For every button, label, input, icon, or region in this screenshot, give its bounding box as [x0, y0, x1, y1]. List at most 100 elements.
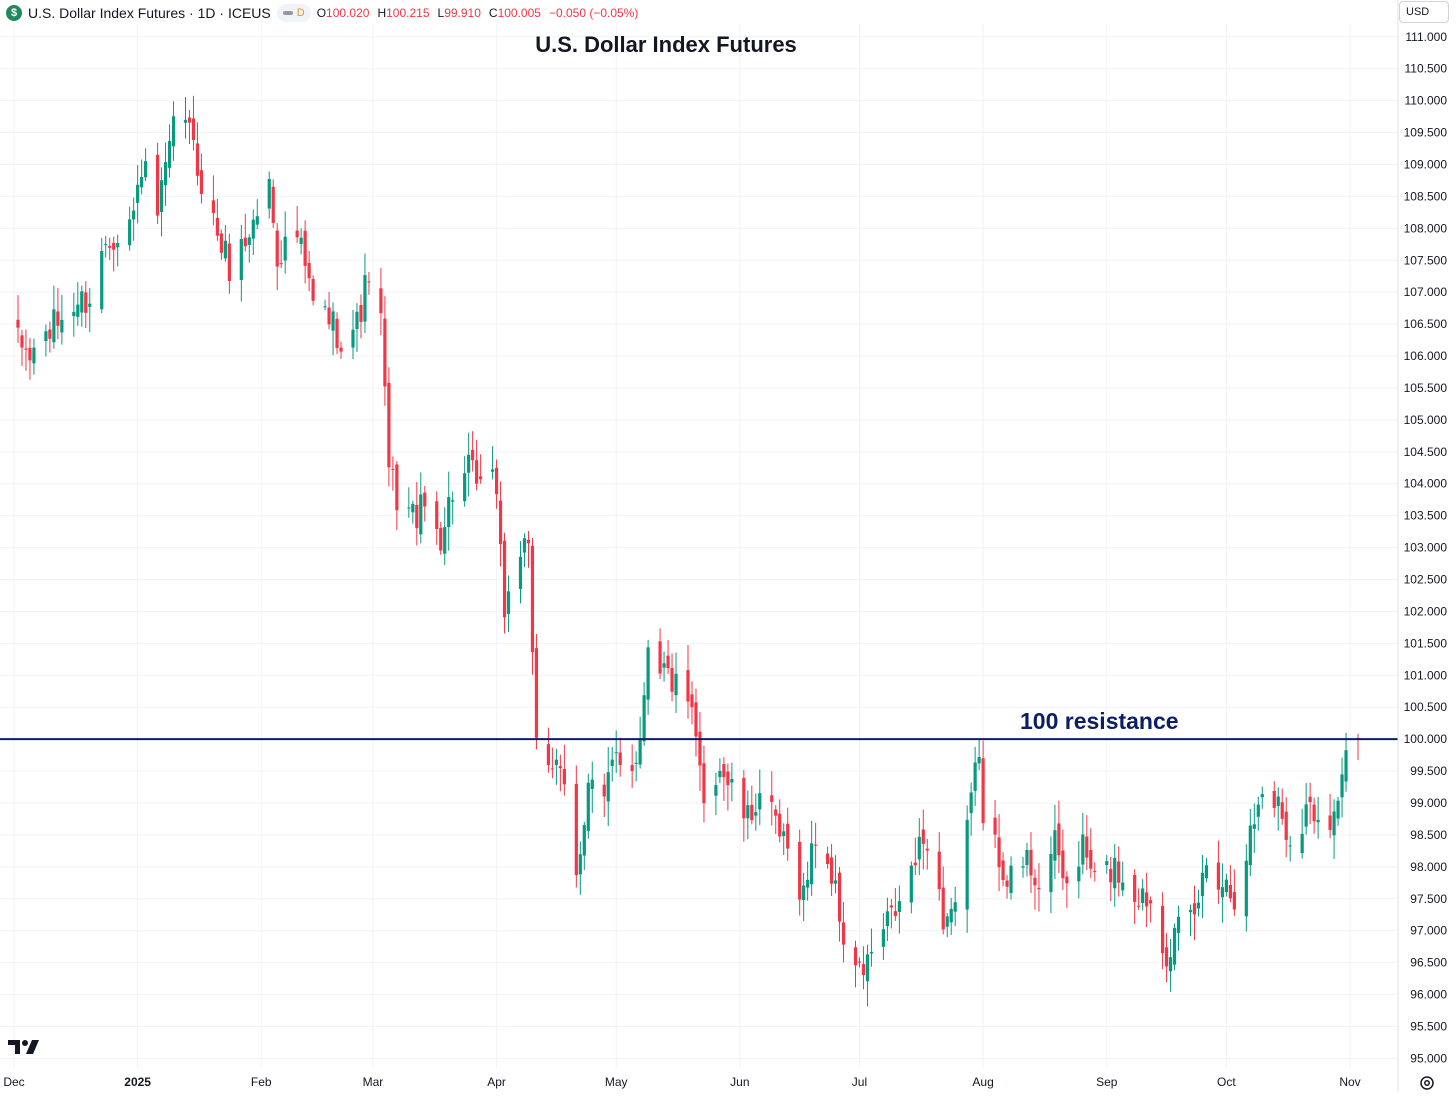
candle[interactable] — [937, 832, 941, 901]
candle[interactable] — [714, 772, 718, 816]
candle[interactable] — [518, 541, 523, 604]
candle[interactable] — [435, 491, 439, 545]
candle[interactable] — [1021, 856, 1025, 878]
candle[interactable] — [171, 101, 176, 161]
candle[interactable] — [494, 459, 499, 509]
candle[interactable] — [1113, 844, 1117, 907]
candle[interactable] — [128, 206, 132, 251]
candle[interactable] — [1308, 782, 1312, 825]
candle[interactable] — [155, 142, 160, 224]
symbol-header[interactable]: $ U.S. Dollar Index Futures · 1D · ICEUS… — [6, 3, 638, 23]
candle[interactable] — [869, 928, 874, 967]
candle[interactable] — [1061, 829, 1065, 890]
candle[interactable] — [550, 747, 554, 779]
candle[interactable] — [746, 790, 750, 840]
candle[interactable] — [833, 855, 838, 894]
candle[interactable] — [646, 639, 650, 715]
candle[interactable] — [1005, 875, 1009, 899]
candle[interactable] — [407, 487, 411, 518]
candle[interactable] — [802, 872, 806, 922]
candle[interactable] — [112, 236, 116, 272]
candle[interactable] — [1049, 836, 1053, 914]
candle[interactable] — [1029, 832, 1033, 894]
candle[interactable] — [136, 165, 140, 224]
candle[interactable] — [1232, 869, 1236, 916]
candle[interactable] — [730, 762, 734, 802]
candle[interactable] — [479, 454, 483, 484]
candle[interactable] — [475, 439, 479, 491]
candle[interactable] — [183, 97, 188, 139]
candle[interactable] — [351, 309, 355, 360]
candle[interactable] — [1192, 885, 1197, 940]
candle[interactable] — [1304, 783, 1308, 835]
candle[interactable] — [191, 95, 196, 151]
candle[interactable] — [941, 866, 945, 935]
symbol-title[interactable]: U.S. Dollar Index Futures · 1D · ICEUS — [28, 5, 271, 21]
candle[interactable] — [1164, 933, 1169, 983]
candle[interactable] — [1085, 815, 1089, 871]
candle[interactable] — [1065, 871, 1069, 909]
candle[interactable] — [423, 485, 427, 522]
candle[interactable] — [806, 861, 810, 901]
candle[interactable] — [251, 209, 255, 256]
candle[interactable] — [782, 823, 786, 856]
candle[interactable] — [969, 782, 973, 836]
candle[interactable] — [307, 251, 311, 292]
candle[interactable] — [530, 538, 535, 675]
candle[interactable] — [1109, 856, 1113, 902]
candle[interactable] — [750, 785, 754, 825]
candle[interactable] — [1204, 857, 1209, 883]
candle[interactable] — [1172, 923, 1177, 971]
candle[interactable] — [1328, 793, 1332, 839]
candle[interactable] — [271, 179, 275, 228]
candle[interactable] — [1220, 863, 1225, 923]
candle[interactable] — [1200, 855, 1205, 919]
candle[interactable] — [861, 946, 866, 990]
candle[interactable] — [546, 727, 551, 773]
candle[interactable] — [981, 740, 985, 831]
candle[interactable] — [634, 751, 638, 782]
candle[interactable] — [159, 167, 164, 237]
candle[interactable] — [1141, 879, 1145, 911]
candle[interactable] — [323, 299, 327, 311]
time-axis[interactable]: Dec 2025 Feb Mar Apr May Jun Jul Aug Sep Oct Nov — [3, 1075, 1360, 1089]
candle[interactable] — [1037, 863, 1041, 912]
candle[interactable] — [359, 294, 363, 339]
candle[interactable] — [602, 773, 606, 817]
candle[interactable] — [582, 821, 586, 870]
candle[interactable] — [885, 897, 890, 942]
candle[interactable] — [1137, 888, 1141, 910]
candle[interactable] — [279, 240, 283, 269]
gear-icon[interactable] — [1418, 1074, 1436, 1097]
candle[interactable] — [506, 575, 511, 632]
candle[interactable] — [925, 838, 929, 870]
candle[interactable] — [16, 295, 20, 344]
candle[interactable] — [463, 456, 467, 507]
candle[interactable] — [1316, 796, 1320, 839]
candle[interactable] — [1196, 889, 1201, 917]
candle[interactable] — [1077, 841, 1081, 899]
candle[interactable] — [1057, 800, 1061, 873]
candle[interactable] — [1149, 896, 1153, 923]
candle[interactable] — [1093, 862, 1097, 882]
candle[interactable] — [471, 431, 475, 472]
candle[interactable] — [810, 820, 814, 896]
candle[interactable] — [778, 799, 782, 843]
candle[interactable] — [1188, 904, 1193, 937]
candle[interactable] — [247, 234, 251, 263]
candle[interactable] — [953, 886, 957, 927]
candle[interactable] — [1284, 797, 1288, 858]
candle[interactable] — [1089, 828, 1093, 879]
candle[interactable] — [1336, 796, 1340, 826]
candle[interactable] — [586, 773, 590, 839]
candle[interactable] — [72, 292, 76, 337]
candle[interactable] — [144, 148, 148, 182]
candle[interactable] — [1312, 797, 1316, 834]
candle[interactable] — [1272, 781, 1276, 818]
candle[interactable] — [1288, 835, 1292, 862]
candle[interactable] — [1280, 788, 1284, 825]
candle[interactable] — [24, 329, 28, 371]
candle[interactable] — [562, 744, 566, 796]
candle[interactable] — [1117, 846, 1121, 897]
candle[interactable] — [84, 281, 88, 329]
